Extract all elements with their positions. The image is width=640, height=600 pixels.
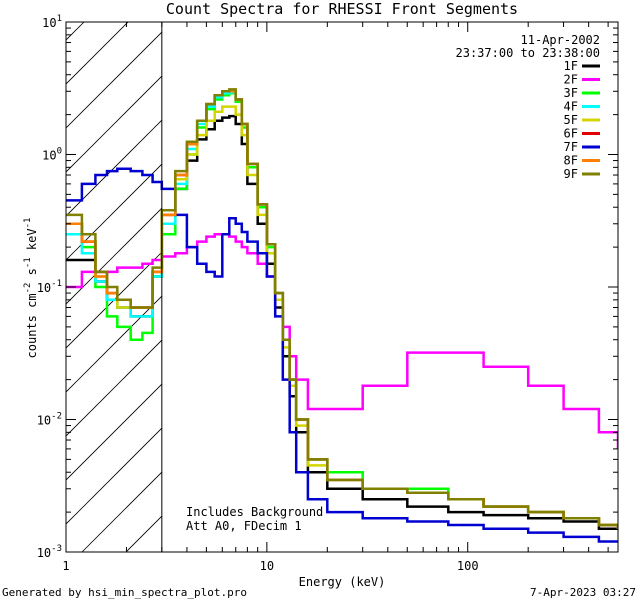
hatch-stroke [434, 0, 640, 552]
y-tick-label: 10-1 [37, 279, 62, 295]
legend-label-2F: 2F [564, 73, 578, 87]
series-line-1F [66, 114, 618, 530]
y-tick-label: 100 [42, 147, 62, 163]
legend-label-1F: 1F [564, 59, 578, 73]
legend-label-7F: 7F [564, 140, 578, 154]
y-tick-label: 10-3 [37, 544, 62, 560]
legend-label-8F: 8F [564, 154, 578, 168]
series-line-7F [66, 167, 618, 543]
hatch-stroke [346, 0, 640, 552]
x-axis-label: Energy (keV) [299, 575, 386, 589]
hatch-stroke [302, 0, 640, 552]
x-tick-label: 100 [457, 559, 479, 573]
annotation-attenuator: Att A0, FDecim 1 [186, 519, 302, 533]
hatch-stroke [66, 163, 162, 261]
chart-title: Count Spectra for RHESSI Front Segments [166, 0, 518, 18]
y-tick-label: 10-2 [37, 412, 62, 428]
series-line-9F [66, 88, 618, 529]
legend-label-9F: 9F [564, 167, 578, 181]
annotation-background: Includes Background [186, 505, 323, 519]
series-line-4F [66, 90, 618, 529]
hatch-stroke [81, 471, 162, 552]
hatched-region [66, 0, 640, 552]
series-line-8F [66, 90, 618, 529]
legend-label-3F: 3F [564, 86, 578, 100]
x-tick-label: 10 [260, 559, 274, 573]
hatch-stroke [258, 0, 640, 552]
y-axis-label: counts cm-2 s-1 keV-1 [23, 218, 39, 359]
legend-label-5F: 5F [564, 113, 578, 127]
hatch-stroke [66, 383, 162, 481]
series-line-2F [66, 233, 618, 449]
hatch-stroke [66, 119, 162, 217]
series-line-6F [66, 90, 618, 529]
x-tick-label: 1 [62, 559, 69, 573]
legend-label-6F: 6F [564, 127, 578, 141]
legend-label-4F: 4F [564, 100, 578, 114]
hatch-stroke [66, 31, 162, 129]
y-tick-label: 101 [42, 14, 62, 30]
hatch-stroke [66, 75, 162, 173]
series-line-3F [66, 91, 618, 529]
hatch-stroke [478, 0, 640, 552]
footer-generated-by: Generated by hsi_min_spectra_plot.pro [2, 586, 247, 599]
hatch-stroke [66, 207, 162, 305]
footer-timestamp: 7-Apr-2023 03:27 [530, 586, 636, 599]
hatch-stroke [390, 0, 640, 552]
hatch-stroke [66, 295, 162, 393]
hatch-stroke [522, 0, 640, 552]
hatch-stroke [66, 22, 129, 85]
hatch-stroke [66, 427, 162, 525]
time-range-label: 23:37:00 to 23:38:00 [456, 46, 601, 60]
hatch-stroke [66, 251, 162, 349]
date-label: 11-Apr-2002 [521, 33, 600, 47]
hatch-stroke [610, 0, 640, 552]
